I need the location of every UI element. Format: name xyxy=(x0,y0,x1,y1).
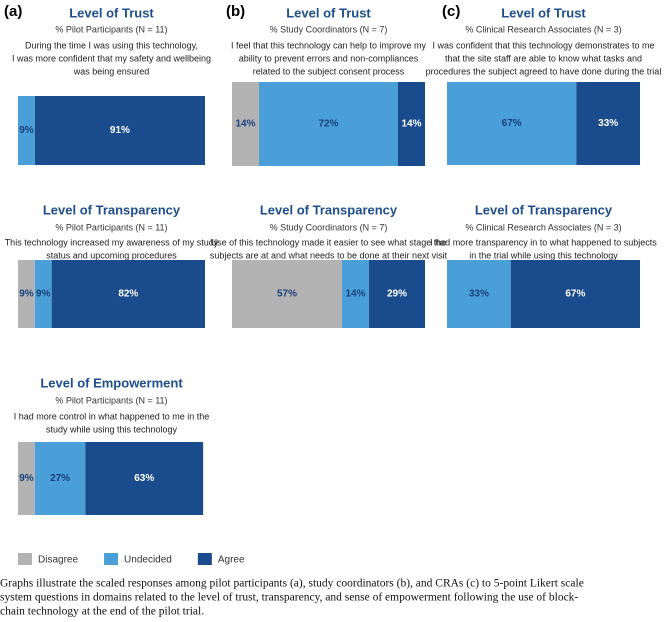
legend-swatch xyxy=(197,553,212,565)
caption-line: Graphs illustrate the scaled responses a… xyxy=(0,578,584,590)
bar-segment xyxy=(369,260,425,328)
value-label: 14% xyxy=(236,119,256,130)
panel-label: (c) xyxy=(442,3,460,20)
panel-label: (a) xyxy=(4,3,22,20)
value-label: 67% xyxy=(565,289,585,300)
legend-label: Agree xyxy=(218,555,245,566)
question-line: subjects are at and what needs to be don… xyxy=(210,250,448,260)
bar-segment xyxy=(18,96,35,165)
value-label: 33% xyxy=(469,289,489,300)
question-line: that the site staff are able to know wha… xyxy=(445,53,642,63)
value-label: 9% xyxy=(19,473,34,484)
chart-subtitle: % Pilot Participants (N = 11) xyxy=(55,395,167,405)
caption-line: chain technology at the end of the pilot… xyxy=(0,606,204,618)
bar-segment xyxy=(232,260,343,328)
value-label: 67% xyxy=(502,118,522,129)
panel-label: (b) xyxy=(226,3,245,20)
caption-line: system questions in domains related to t… xyxy=(0,592,578,604)
chart-title: Level of Empowerment xyxy=(40,375,183,390)
value-label: 9% xyxy=(36,289,51,300)
question-line: study while using this technology xyxy=(46,424,178,434)
chart-title: Level of Trust xyxy=(501,5,586,20)
value-label: 91% xyxy=(110,125,130,136)
legend-swatch xyxy=(18,553,32,565)
value-label: 14% xyxy=(401,119,421,130)
bar-segment xyxy=(510,260,640,328)
bar-segment xyxy=(576,82,640,165)
question-line: ability to prevent errors and non-compli… xyxy=(239,53,419,63)
chart-title: Level of Transparency xyxy=(43,202,181,217)
legend-label: Disagree xyxy=(38,555,78,566)
bar-segment xyxy=(34,96,205,165)
legend-swatch xyxy=(104,553,119,565)
bar-segment xyxy=(34,260,52,328)
question-line: I was confident that this technology dem… xyxy=(432,40,654,50)
bar-segment xyxy=(232,82,260,166)
bar-segment xyxy=(18,442,35,515)
value-label: 33% xyxy=(598,118,618,129)
question-line: was being ensured xyxy=(73,66,150,76)
question-line: status and upcoming procedures xyxy=(46,250,177,260)
value-label: 29% xyxy=(387,289,407,300)
value-label: 63% xyxy=(134,473,154,484)
question-line: I feel that this technology can help to … xyxy=(231,40,427,50)
legend-label: Undecided xyxy=(124,555,172,566)
chart-title: Level of Transparency xyxy=(475,202,613,217)
value-label: 9% xyxy=(19,125,34,136)
bar-segment xyxy=(447,260,511,328)
question-line: procedures the subject agreed to have do… xyxy=(426,66,662,76)
value-label: 72% xyxy=(318,119,338,130)
chart-subtitle: % Clinical Research Associates (N = 3) xyxy=(465,24,621,34)
chart-subtitle: % Clinical Research Associates (N = 3) xyxy=(465,222,621,232)
value-label: 9% xyxy=(19,289,34,300)
chart-subtitle: % Study Coordinators (N = 7) xyxy=(270,222,388,232)
chart-subtitle: % Pilot Participants (N = 11) xyxy=(55,222,167,232)
value-label: 57% xyxy=(277,289,297,300)
bar-segment xyxy=(259,82,398,166)
question-line: During the time I was using this technol… xyxy=(25,40,198,50)
value-label: 14% xyxy=(346,289,366,300)
chart-subtitle: % Pilot Participants (N = 11) xyxy=(55,24,167,34)
value-label: 27% xyxy=(50,473,70,484)
chart-title: Level of Trust xyxy=(69,5,154,20)
chart-title: Level of Trust xyxy=(286,5,371,20)
question-line: This technology increased my awareness o… xyxy=(5,237,219,247)
value-label: 82% xyxy=(118,289,138,300)
chart-subtitle: % Study Coordinators (N = 7) xyxy=(270,24,388,34)
bar-segment xyxy=(18,260,35,328)
question-line: Use of this technology made it easier to… xyxy=(211,237,447,247)
question-line: I had more control in what happened to m… xyxy=(14,411,210,421)
bar-segment xyxy=(447,82,577,165)
bar-segment xyxy=(342,260,370,328)
bar-segment xyxy=(85,442,204,515)
bar-segment xyxy=(51,260,205,328)
question-line: in the trial while using this technology xyxy=(469,250,618,260)
question-line: I had more transparency in to what happe… xyxy=(430,237,657,247)
question-line: related to the subject consent process xyxy=(253,66,405,76)
bar-segment xyxy=(34,442,86,515)
bar-segment xyxy=(397,82,425,166)
question-line: I was more confident that my safety and … xyxy=(12,53,211,63)
chart-title: Level of Transparency xyxy=(260,202,398,217)
